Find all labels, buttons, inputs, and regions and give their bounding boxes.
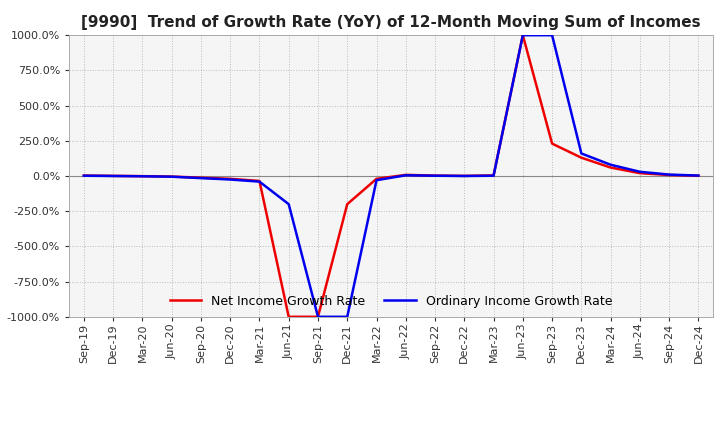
Ordinary Income Growth Rate [518,33,527,38]
Net Income Growth Rate [79,173,88,178]
Net Income Growth Rate [138,173,147,179]
Net Income Growth Rate [372,176,381,181]
Net Income Growth Rate [665,172,673,178]
Net Income Growth Rate [518,33,527,38]
Net Income Growth Rate [226,176,235,181]
Ordinary Income Growth Rate [314,314,323,319]
Net Income Growth Rate [343,202,351,207]
Net Income Growth Rate [460,173,469,179]
Ordinary Income Growth Rate [460,173,469,179]
Ordinary Income Growth Rate [402,172,410,178]
Net Income Growth Rate [402,172,410,177]
Ordinary Income Growth Rate [138,174,147,179]
Net Income Growth Rate [548,141,557,146]
Ordinary Income Growth Rate [255,179,264,184]
Net Income Growth Rate [197,175,205,180]
Net Income Growth Rate [167,174,176,179]
Line: Net Income Growth Rate: Net Income Growth Rate [84,35,698,317]
Net Income Growth Rate [577,155,585,160]
Ordinary Income Growth Rate [226,177,235,182]
Ordinary Income Growth Rate [665,172,673,177]
Ordinary Income Growth Rate [109,173,117,179]
Ordinary Income Growth Rate [577,151,585,156]
Net Income Growth Rate [255,178,264,183]
Net Income Growth Rate [109,173,117,179]
Ordinary Income Growth Rate [372,178,381,183]
Line: Ordinary Income Growth Rate: Ordinary Income Growth Rate [84,35,698,317]
Title: [9990]  Trend of Growth Rate (YoY) of 12-Month Moving Sum of Incomes: [9990] Trend of Growth Rate (YoY) of 12-… [81,15,701,30]
Net Income Growth Rate [284,314,293,319]
Ordinary Income Growth Rate [548,33,557,38]
Legend: Net Income Growth Rate, Ordinary Income Growth Rate: Net Income Growth Rate, Ordinary Income … [165,290,617,313]
Ordinary Income Growth Rate [284,202,293,207]
Ordinary Income Growth Rate [490,173,498,178]
Ordinary Income Growth Rate [606,162,615,167]
Net Income Growth Rate [431,173,439,178]
Ordinary Income Growth Rate [79,173,88,178]
Net Income Growth Rate [694,173,703,178]
Net Income Growth Rate [314,314,323,319]
Ordinary Income Growth Rate [197,176,205,181]
Ordinary Income Growth Rate [343,314,351,319]
Ordinary Income Growth Rate [167,174,176,180]
Ordinary Income Growth Rate [636,169,644,174]
Net Income Growth Rate [606,165,615,170]
Ordinary Income Growth Rate [694,173,703,178]
Net Income Growth Rate [490,173,498,178]
Ordinary Income Growth Rate [431,173,439,178]
Net Income Growth Rate [636,171,644,176]
